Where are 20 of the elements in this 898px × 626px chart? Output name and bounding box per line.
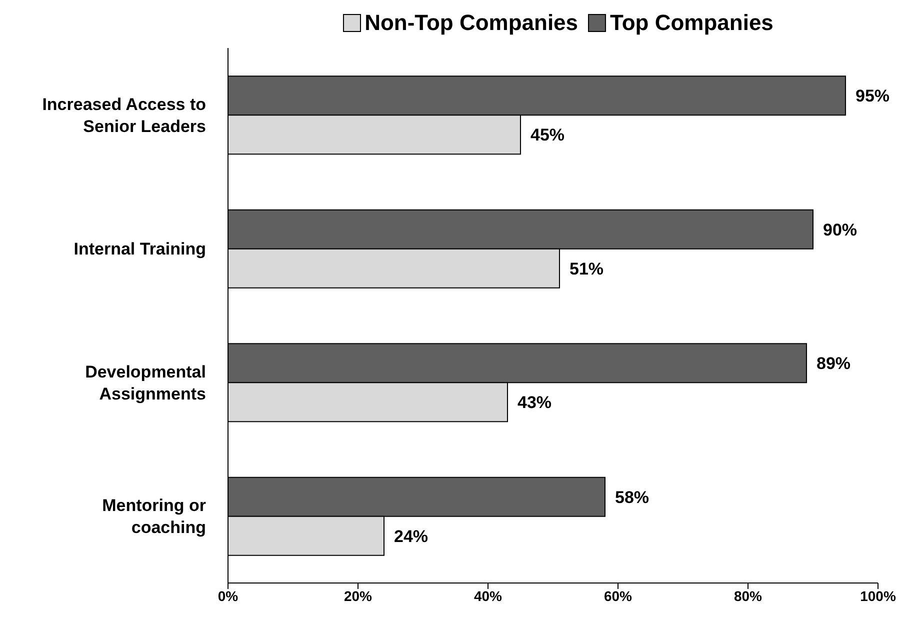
x-tick-label: 20% xyxy=(344,588,373,604)
legend-label: Top Companies xyxy=(610,10,774,36)
data-label: 43% xyxy=(518,393,552,412)
y-tick-label: Mentoring or coaching xyxy=(102,496,206,538)
data-label: 95% xyxy=(856,86,890,106)
x-tick-label: 40% xyxy=(474,588,503,604)
data-label: 51% xyxy=(570,259,604,278)
y-tick-label: Developmental Assignments xyxy=(85,362,206,404)
y-tick-label: Internal Training xyxy=(74,240,206,259)
legend-label: Non-Top Companies xyxy=(364,10,578,36)
x-tick-label: 80% xyxy=(734,588,763,604)
data-label: 89% xyxy=(816,354,851,374)
data-label: 58% xyxy=(615,488,650,507)
y-tick-label: Increased Access to Senior Leaders xyxy=(42,94,206,136)
x-tick-label: 100% xyxy=(860,588,896,604)
data-label: 45% xyxy=(530,126,565,145)
data-label: 24% xyxy=(394,526,428,546)
x-tick-label: 60% xyxy=(604,588,633,604)
x-tick-label: 0% xyxy=(218,588,239,604)
data-label: 90% xyxy=(823,220,858,240)
